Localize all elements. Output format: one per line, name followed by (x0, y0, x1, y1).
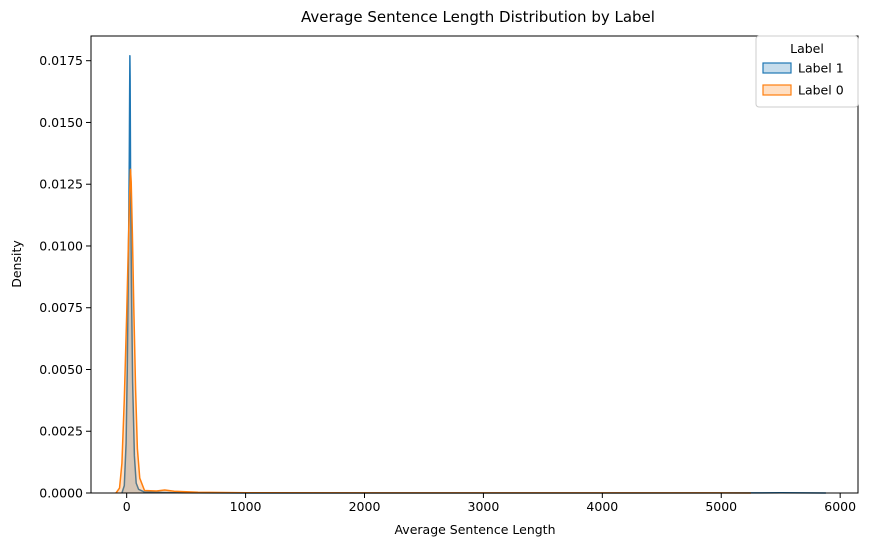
legend-swatch-label-1 (762, 62, 792, 74)
legend-label-0: Label 0 (798, 83, 844, 98)
plot-frame (90, 35, 859, 494)
legend-title: Label (790, 41, 824, 56)
y-tick-label: 0.0075 (39, 300, 83, 315)
legend-swatch-label-0 (762, 84, 792, 96)
legend-frame (755, 35, 859, 108)
chart-title: Average Sentence Length Distribution by … (301, 8, 655, 26)
y-tick-label: 0.0175 (39, 53, 83, 68)
x-axis-label: Average Sentence Length (394, 522, 555, 537)
x-tick-label: 0 (123, 499, 131, 514)
x-tick-label: 6000 (824, 499, 856, 514)
legend: Label Label 1 Label 0 (755, 35, 859, 108)
x-tick-label: 2000 (349, 499, 381, 514)
series-line-label-0 (115, 168, 751, 494)
y-tick-label: 0.0100 (39, 238, 83, 253)
y-tick-label: 0.0000 (39, 486, 83, 501)
y-tick-label: 0.0050 (39, 362, 83, 377)
y-tick-label: 0.0150 (39, 115, 83, 130)
x-tick-label: 3000 (468, 499, 500, 514)
y-tick-label: 0.0125 (39, 177, 83, 192)
x-tick-label: 5000 (705, 499, 737, 514)
y-axis-label: Density (9, 240, 24, 288)
x-axis: 0 1000 2000 3000 4000 5000 6000 (123, 493, 856, 514)
legend-label-1: Label 1 (798, 61, 844, 76)
x-tick-label: 1000 (230, 499, 262, 514)
x-tick-label: 4000 (586, 499, 618, 514)
y-tick-label: 0.0025 (39, 424, 83, 439)
y-axis: 0.0000 0.0025 0.0050 0.0075 0.0100 0.0125 0.01… (39, 53, 91, 501)
